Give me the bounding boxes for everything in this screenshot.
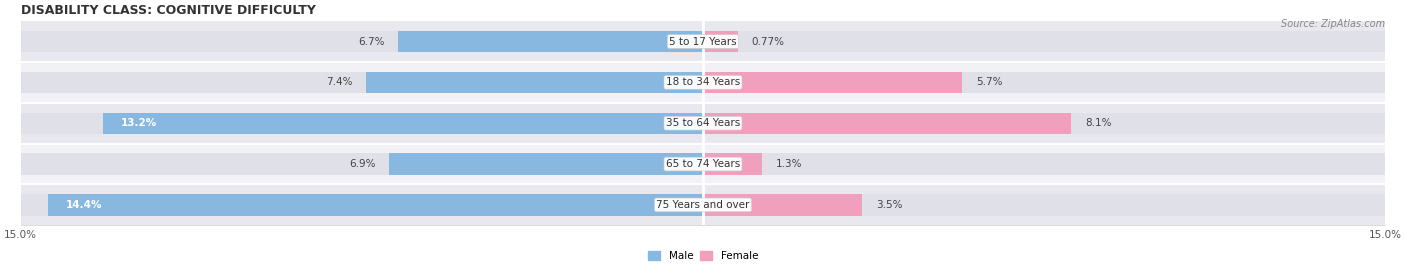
Bar [21,153,703,175]
Bar [703,153,762,175]
Text: 13.2%: 13.2% [121,118,157,128]
Legend: Male, Female: Male, Female [644,247,762,265]
Bar [21,62,1385,103]
Bar [703,194,1385,215]
Text: 3.5%: 3.5% [876,200,903,210]
Bar [21,21,1385,62]
Text: 75 Years and over: 75 Years and over [657,200,749,210]
Bar [703,31,738,52]
Text: 0.77%: 0.77% [752,36,785,46]
Text: 18 to 34 Years: 18 to 34 Years [666,77,740,87]
Text: 7.4%: 7.4% [326,77,353,87]
Bar [703,113,1071,134]
Text: 1.3%: 1.3% [776,159,803,169]
Bar [21,144,1385,184]
Bar [21,113,703,134]
Text: 5.7%: 5.7% [976,77,1002,87]
Bar [703,72,962,93]
Text: 65 to 74 Years: 65 to 74 Years [666,159,740,169]
Text: Source: ZipAtlas.com: Source: ZipAtlas.com [1281,19,1385,29]
Bar [389,153,703,175]
Text: 6.7%: 6.7% [359,36,385,46]
Text: 5 to 17 Years: 5 to 17 Years [669,36,737,46]
Bar [48,194,703,215]
Bar [703,153,1385,175]
Bar [703,31,1385,52]
Bar [398,31,703,52]
Text: 14.4%: 14.4% [66,200,103,210]
Bar [103,113,703,134]
Bar [703,113,1385,134]
Text: 35 to 64 Years: 35 to 64 Years [666,118,740,128]
Bar [21,184,1385,225]
Bar [703,72,1385,93]
Bar [21,194,703,215]
Text: DISABILITY CLASS: COGNITIVE DIFFICULTY: DISABILITY CLASS: COGNITIVE DIFFICULTY [21,4,315,17]
Bar [21,103,1385,144]
Text: 6.9%: 6.9% [349,159,375,169]
Bar [21,72,703,93]
Text: 8.1%: 8.1% [1085,118,1112,128]
Bar [367,72,703,93]
Bar [703,194,862,215]
Bar [21,31,703,52]
